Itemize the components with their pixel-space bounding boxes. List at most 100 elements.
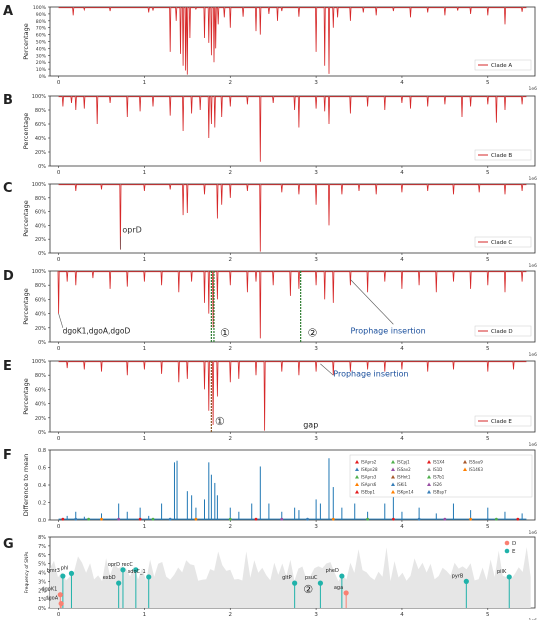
panel-a: A 0%10%20%30%40%50%60%70%80%90%100% 0 1 2 3 4 5… [3, 4, 537, 92]
x-tick-label: 4 [400, 524, 404, 530]
gene-label: pilK [497, 569, 507, 575]
legend-marker [427, 490, 431, 494]
legend-marker [355, 482, 359, 486]
y-tick-label: 20% [35, 326, 46, 332]
panel-letter: A [3, 4, 13, 19]
legend-label: ISSav2 [397, 467, 411, 472]
y-tick-label: 100% [32, 269, 47, 275]
x-tick-label: 4 [400, 346, 404, 352]
x-tick-label: 0 [57, 346, 61, 352]
is-marker [117, 517, 121, 521]
is-marker [61, 517, 65, 521]
legend-label: Clade E [491, 419, 512, 425]
x-tick-label: 5 [486, 170, 490, 176]
x-tick-label: 2 [229, 612, 233, 618]
x-tick-label: 1 [143, 436, 147, 442]
y-tick-label: 0.0 [38, 518, 46, 524]
legend-label: ISCpj1 [397, 460, 410, 465]
legend-label: ISKpn28 [361, 467, 378, 472]
gene-label: dgoA [45, 596, 58, 602]
coverage-trace [58, 96, 527, 162]
y-tick-label: 20% [35, 150, 46, 156]
y-tick-label: 10% [36, 67, 47, 73]
annotation-circle-1: ① [215, 415, 225, 428]
x-tick-label: 0 [57, 436, 61, 442]
panel-b: B 0% 20% 40% 60% 80% 100% 0 1 2 3 4 5 1e6 Percentage Cl… [3, 93, 537, 182]
legend-label: ISSau9 [469, 460, 483, 465]
panel-letter: B [3, 93, 13, 108]
x-offset-label: 1e6 [529, 618, 538, 620]
legend-marker [355, 475, 359, 479]
snp-point [116, 580, 122, 586]
y-tick-label: 80% [36, 19, 47, 25]
legend-label: D [512, 541, 516, 547]
legend-marker [391, 467, 395, 471]
legend-marker [391, 475, 395, 479]
y-tick-label: 70% [36, 26, 47, 32]
is-marker [331, 517, 335, 521]
plot-area [49, 183, 536, 254]
plot-area [49, 270, 536, 343]
gene-label: recC [122, 562, 134, 568]
x-tick-label: 5 [486, 80, 490, 86]
legend-box [474, 149, 532, 161]
panel-letter: E [3, 359, 12, 374]
y-tick-label: 3% [38, 579, 46, 585]
legend-label: Clade C [491, 240, 512, 246]
x-tick-label: 1 [143, 80, 147, 86]
y-tick-label: 0.2 [38, 501, 46, 507]
annotation-arrow [350, 279, 394, 325]
annotation-prophage: Prophage insertion [350, 326, 425, 335]
legend-marker [463, 467, 467, 471]
annotation-oprd: oprD [122, 225, 141, 234]
gene-label: aga [334, 585, 343, 591]
is-marker [516, 517, 520, 521]
legend-marker [355, 490, 359, 494]
panel-d: D 0% 20% 40% 60% 80% 100% 0 1 2 3 4 5 1e6 Percentage Cl… [3, 269, 537, 358]
y-axis-label: Percentage [22, 378, 30, 415]
x-tick-label: 4 [400, 612, 404, 618]
x-tick-label: 4 [400, 80, 404, 86]
x-tick-label: 1 [143, 346, 147, 352]
snp-point [120, 567, 126, 573]
y-tick-label: 0% [39, 74, 47, 80]
snp-point [463, 578, 469, 584]
gene-label: sdoC_1 [128, 569, 146, 575]
y-axis-label: Percentage [22, 200, 30, 237]
legend-label: IS26 [433, 482, 442, 487]
y-tick-label: 100% [32, 359, 47, 365]
legend-label: ISKpn14 [397, 490, 414, 495]
x-tick-label: 3 [314, 612, 318, 618]
panel-c: C 0% 20% 40% 60% 80% 100% 0 1 2 3 4 5 1e6 Percentage Cl… [3, 181, 537, 269]
gene-label: psuC [305, 575, 318, 581]
gene-label: gltP [282, 575, 292, 581]
legend-label: ISAprs3 [361, 475, 377, 480]
legend-marker [504, 540, 510, 546]
y-axis-label: Percentage [22, 23, 30, 60]
x-tick-label: 2 [229, 80, 233, 86]
is-marker [228, 517, 232, 521]
snp-density [50, 547, 531, 608]
panel-letter: D [3, 269, 14, 284]
y-tick-label: 0% [38, 606, 46, 612]
is-marker [194, 517, 198, 521]
legend-marker [427, 482, 431, 486]
gene-label: dgoK1 [41, 587, 57, 593]
panel-letter: G [3, 537, 14, 552]
y-tick-label: 40% [35, 312, 46, 318]
x-offset-label: 1e6 [529, 263, 538, 269]
y-tick-label: 20% [36, 60, 47, 66]
y-tick-label: 60% [35, 122, 46, 128]
is-marker [366, 517, 370, 521]
legend-box [474, 59, 532, 71]
snp-point [68, 570, 75, 576]
y-axis-label: Percentage [22, 288, 30, 325]
y-tick-label: 60% [35, 297, 46, 303]
legend-label: ISAprs6 [361, 482, 377, 487]
gene-label: exbD [103, 575, 116, 581]
x-tick-label: 5 [486, 524, 490, 530]
gene-label: bmr3 [47, 568, 60, 574]
gene-label: pyrB [452, 573, 464, 579]
x-tick-label: 2 [229, 257, 233, 263]
panel-letter: F [3, 448, 12, 463]
